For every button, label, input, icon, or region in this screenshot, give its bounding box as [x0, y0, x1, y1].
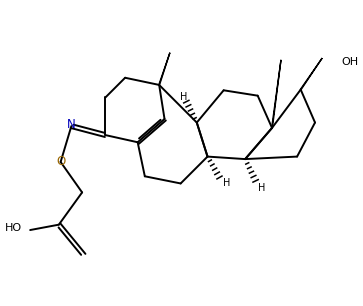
Text: OH: OH [341, 57, 358, 67]
Text: N: N [67, 118, 76, 131]
Polygon shape [159, 53, 170, 85]
Polygon shape [301, 58, 322, 90]
Text: HO: HO [5, 223, 22, 233]
Text: H: H [223, 178, 230, 188]
Text: H: H [180, 92, 187, 102]
Polygon shape [272, 60, 281, 128]
Text: H: H [258, 183, 265, 193]
Text: O: O [56, 155, 65, 169]
